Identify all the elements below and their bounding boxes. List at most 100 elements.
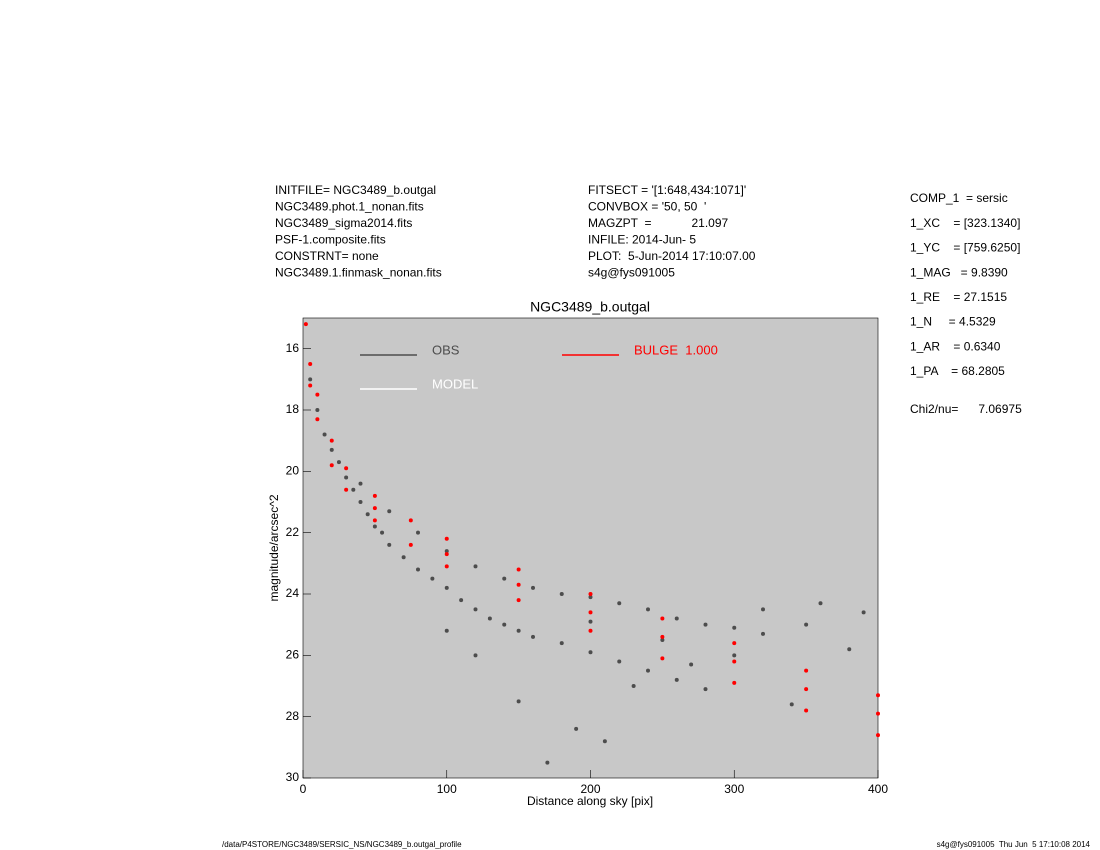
point <box>818 601 823 606</box>
header-left-line: NGC3489.phot.1_nonan.fits <box>275 200 424 214</box>
header-middle-line: FITSECT = '[1:648,434:1071]' <box>588 183 746 197</box>
component-param: 1_XC = [323.1340] <box>910 216 1020 230</box>
header-left-line: NGC3489_sigma2014.fits <box>275 216 412 230</box>
point <box>358 500 363 504</box>
point <box>444 564 449 569</box>
point <box>617 601 622 606</box>
point <box>617 659 622 664</box>
point <box>531 585 535 590</box>
point <box>876 693 880 698</box>
point <box>387 509 392 514</box>
point <box>487 616 492 621</box>
y-tick-label: 22 <box>286 525 300 539</box>
point <box>473 653 478 658</box>
point <box>308 383 313 388</box>
point <box>876 733 880 738</box>
point <box>444 585 449 590</box>
point <box>502 622 507 627</box>
point <box>674 616 679 621</box>
component-param: COMP_1 = sersic <box>910 191 1008 205</box>
point <box>602 739 607 744</box>
component-param: 1_AR = 0.6340 <box>910 339 1001 353</box>
point <box>660 656 665 661</box>
point <box>444 552 449 557</box>
y-tick-label: 20 <box>286 464 300 478</box>
point <box>303 322 308 327</box>
point <box>344 466 349 471</box>
chart-title: NGC3489_b.outgal <box>530 299 650 315</box>
point <box>646 668 650 673</box>
point <box>732 625 737 630</box>
point <box>372 524 377 529</box>
x-tick-label: 0 <box>300 782 307 796</box>
component-param: 1_PA = 68.2805 <box>910 364 1005 378</box>
point <box>674 677 679 682</box>
point <box>876 711 880 716</box>
point <box>502 576 507 581</box>
data-points <box>303 322 880 765</box>
chi2: Chi2/nu= 7.06975 <box>910 402 1022 416</box>
y-tick-label: 24 <box>286 586 300 600</box>
component-param: 1_MAG = 9.8390 <box>910 265 1008 279</box>
point <box>646 607 650 612</box>
point <box>761 631 765 636</box>
point <box>444 628 449 633</box>
point <box>804 687 809 692</box>
point <box>401 555 406 560</box>
y-tick-label: 18 <box>286 402 300 416</box>
point <box>660 616 665 621</box>
point <box>372 493 377 498</box>
point <box>660 638 665 642</box>
point <box>761 607 765 612</box>
point <box>574 726 579 731</box>
header-middle-line: s4g@fys091005 <box>588 266 675 280</box>
point <box>804 708 809 713</box>
footer-stamp: s4g@fys091005 Thu Jun 5 17:10:08 2014 <box>937 840 1091 849</box>
x-tick-label: 200 <box>580 782 600 796</box>
point <box>847 647 852 652</box>
point <box>344 487 349 492</box>
point <box>660 634 665 639</box>
legend-label: MODEL <box>432 376 478 391</box>
point <box>804 668 809 673</box>
point <box>531 634 535 639</box>
point <box>344 475 349 480</box>
point <box>732 641 737 646</box>
point <box>588 592 593 596</box>
point <box>336 460 341 465</box>
point <box>372 518 377 523</box>
point <box>559 592 564 596</box>
point <box>732 680 737 685</box>
point <box>408 518 413 523</box>
point <box>459 598 464 603</box>
point <box>315 417 320 422</box>
point <box>861 610 866 615</box>
header-left-line: PSF-1.composite.fits <box>275 233 386 247</box>
point <box>308 362 313 366</box>
point <box>365 512 370 517</box>
point <box>329 463 334 468</box>
point <box>416 530 420 535</box>
point <box>588 610 593 615</box>
x-tick-label: 300 <box>724 782 744 796</box>
point <box>315 392 320 397</box>
point <box>559 641 564 646</box>
point <box>315 408 320 412</box>
point <box>416 567 420 572</box>
point <box>789 702 794 707</box>
point <box>689 662 694 667</box>
point <box>329 447 334 452</box>
point <box>444 549 449 554</box>
point <box>408 542 413 547</box>
point <box>588 619 593 624</box>
point <box>473 564 478 569</box>
legend-label: BULGE 1.000 <box>634 342 718 357</box>
point <box>430 576 435 581</box>
component-param: 1_RE = 27.1515 <box>910 290 1007 304</box>
y-tick-label: 28 <box>286 709 300 723</box>
point <box>588 628 593 633</box>
point <box>804 622 809 627</box>
y-tick-label: 30 <box>286 770 300 784</box>
x-tick-label: 400 <box>868 782 888 796</box>
plot-area <box>302 317 879 779</box>
